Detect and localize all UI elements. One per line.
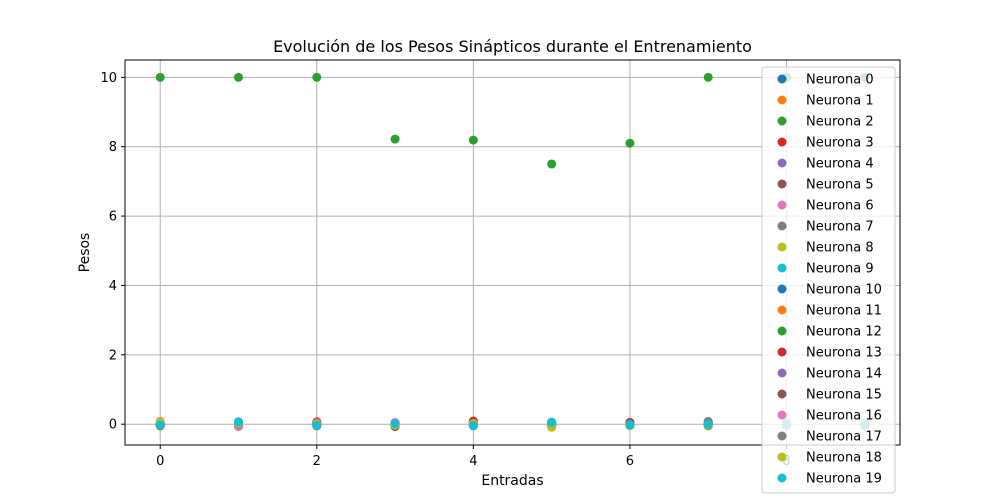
legend-label: Neurona 4: [806, 157, 874, 172]
legend-label: Neurona 8: [806, 241, 874, 256]
legend-marker: [777, 74, 787, 84]
chart-title: Evolución de los Pesos Sinápticos durant…: [273, 37, 752, 56]
legend-marker: [777, 305, 787, 315]
legend-label: Neurona 10: [806, 283, 882, 298]
legend-marker: [777, 284, 787, 294]
legend-label: Neurona 11: [806, 304, 882, 319]
legend-marker: [777, 410, 787, 420]
legend-label: Neurona 3: [806, 136, 874, 151]
legend-label: Neurona 17: [806, 430, 882, 445]
x-tick-label: 6: [626, 454, 634, 469]
data-point: [155, 72, 165, 82]
legend-label: Neurona 7: [806, 220, 874, 235]
data-point: [547, 417, 557, 427]
legend-marker: [777, 137, 787, 147]
data-point: [625, 420, 635, 430]
data-point: [390, 134, 400, 144]
legend-marker: [777, 326, 787, 336]
legend-marker: [777, 389, 787, 399]
legend-marker: [777, 473, 787, 483]
legend-marker: [777, 95, 787, 105]
data-point: [155, 420, 165, 430]
data-point: [468, 135, 478, 145]
legend-marker: [777, 221, 787, 231]
legend-marker: [777, 431, 787, 441]
y-tick-label: 6: [109, 210, 117, 225]
legend-label: Neurona 13: [806, 346, 882, 361]
y-tick-label: 10: [100, 71, 117, 86]
data-point: [625, 138, 635, 148]
plot-frame: [124, 59, 901, 446]
legend-label: Neurona 5: [806, 178, 874, 193]
legend-label: Neurona 15: [806, 388, 882, 403]
legend-marker: [777, 368, 787, 378]
x-tick-label: 4: [469, 454, 477, 469]
legend-label: Neurona 16: [806, 409, 882, 424]
x-axis-label: Entradas: [481, 473, 543, 489]
legend-label: Neurona 1: [806, 94, 874, 109]
data-point: [468, 421, 478, 431]
legend-label: Neurona 2: [806, 115, 874, 130]
legend: Neurona 0 Neurona 1 Neurona 2 Neurona 3 Neur…: [761, 66, 896, 494]
legend-marker: [777, 452, 787, 462]
data-point: [312, 72, 322, 82]
legend-box: [761, 66, 896, 494]
data-point: [234, 72, 244, 82]
legend-label: Neurona 19: [806, 472, 882, 487]
legend-label: Neurona 6: [806, 199, 874, 214]
y-axis-label: Pesos: [77, 233, 93, 273]
legend-marker: [777, 179, 787, 189]
data-point: [703, 72, 713, 82]
y-tick-label: 0: [109, 418, 117, 433]
legend-label: Neurona 18: [806, 451, 882, 466]
legend-marker: [777, 158, 787, 168]
data-point: [234, 417, 244, 427]
data-point: [312, 420, 322, 430]
y-tick-label: 4: [109, 279, 117, 294]
legend-marker: [777, 200, 787, 210]
legend-marker: [777, 263, 787, 273]
legend-marker: [777, 347, 787, 357]
legend-label: Neurona 12: [806, 325, 882, 340]
data-point: [547, 159, 557, 169]
x-tick-label: 0: [156, 454, 164, 469]
x-tick-label: 2: [313, 454, 321, 469]
legend-marker: [777, 242, 787, 252]
data-point: [703, 420, 713, 430]
y-axis-ticks: 0 2 4 6 8 10: [100, 71, 125, 433]
data-point: [390, 418, 400, 428]
y-tick-label: 8: [109, 140, 117, 155]
y-tick-label: 2: [109, 348, 117, 363]
legend-label: Neurona 9: [806, 262, 874, 277]
legend-marker: [777, 116, 787, 126]
legend-label: Neurona 0: [806, 73, 874, 88]
legend-label: Neurona 14: [806, 367, 882, 382]
